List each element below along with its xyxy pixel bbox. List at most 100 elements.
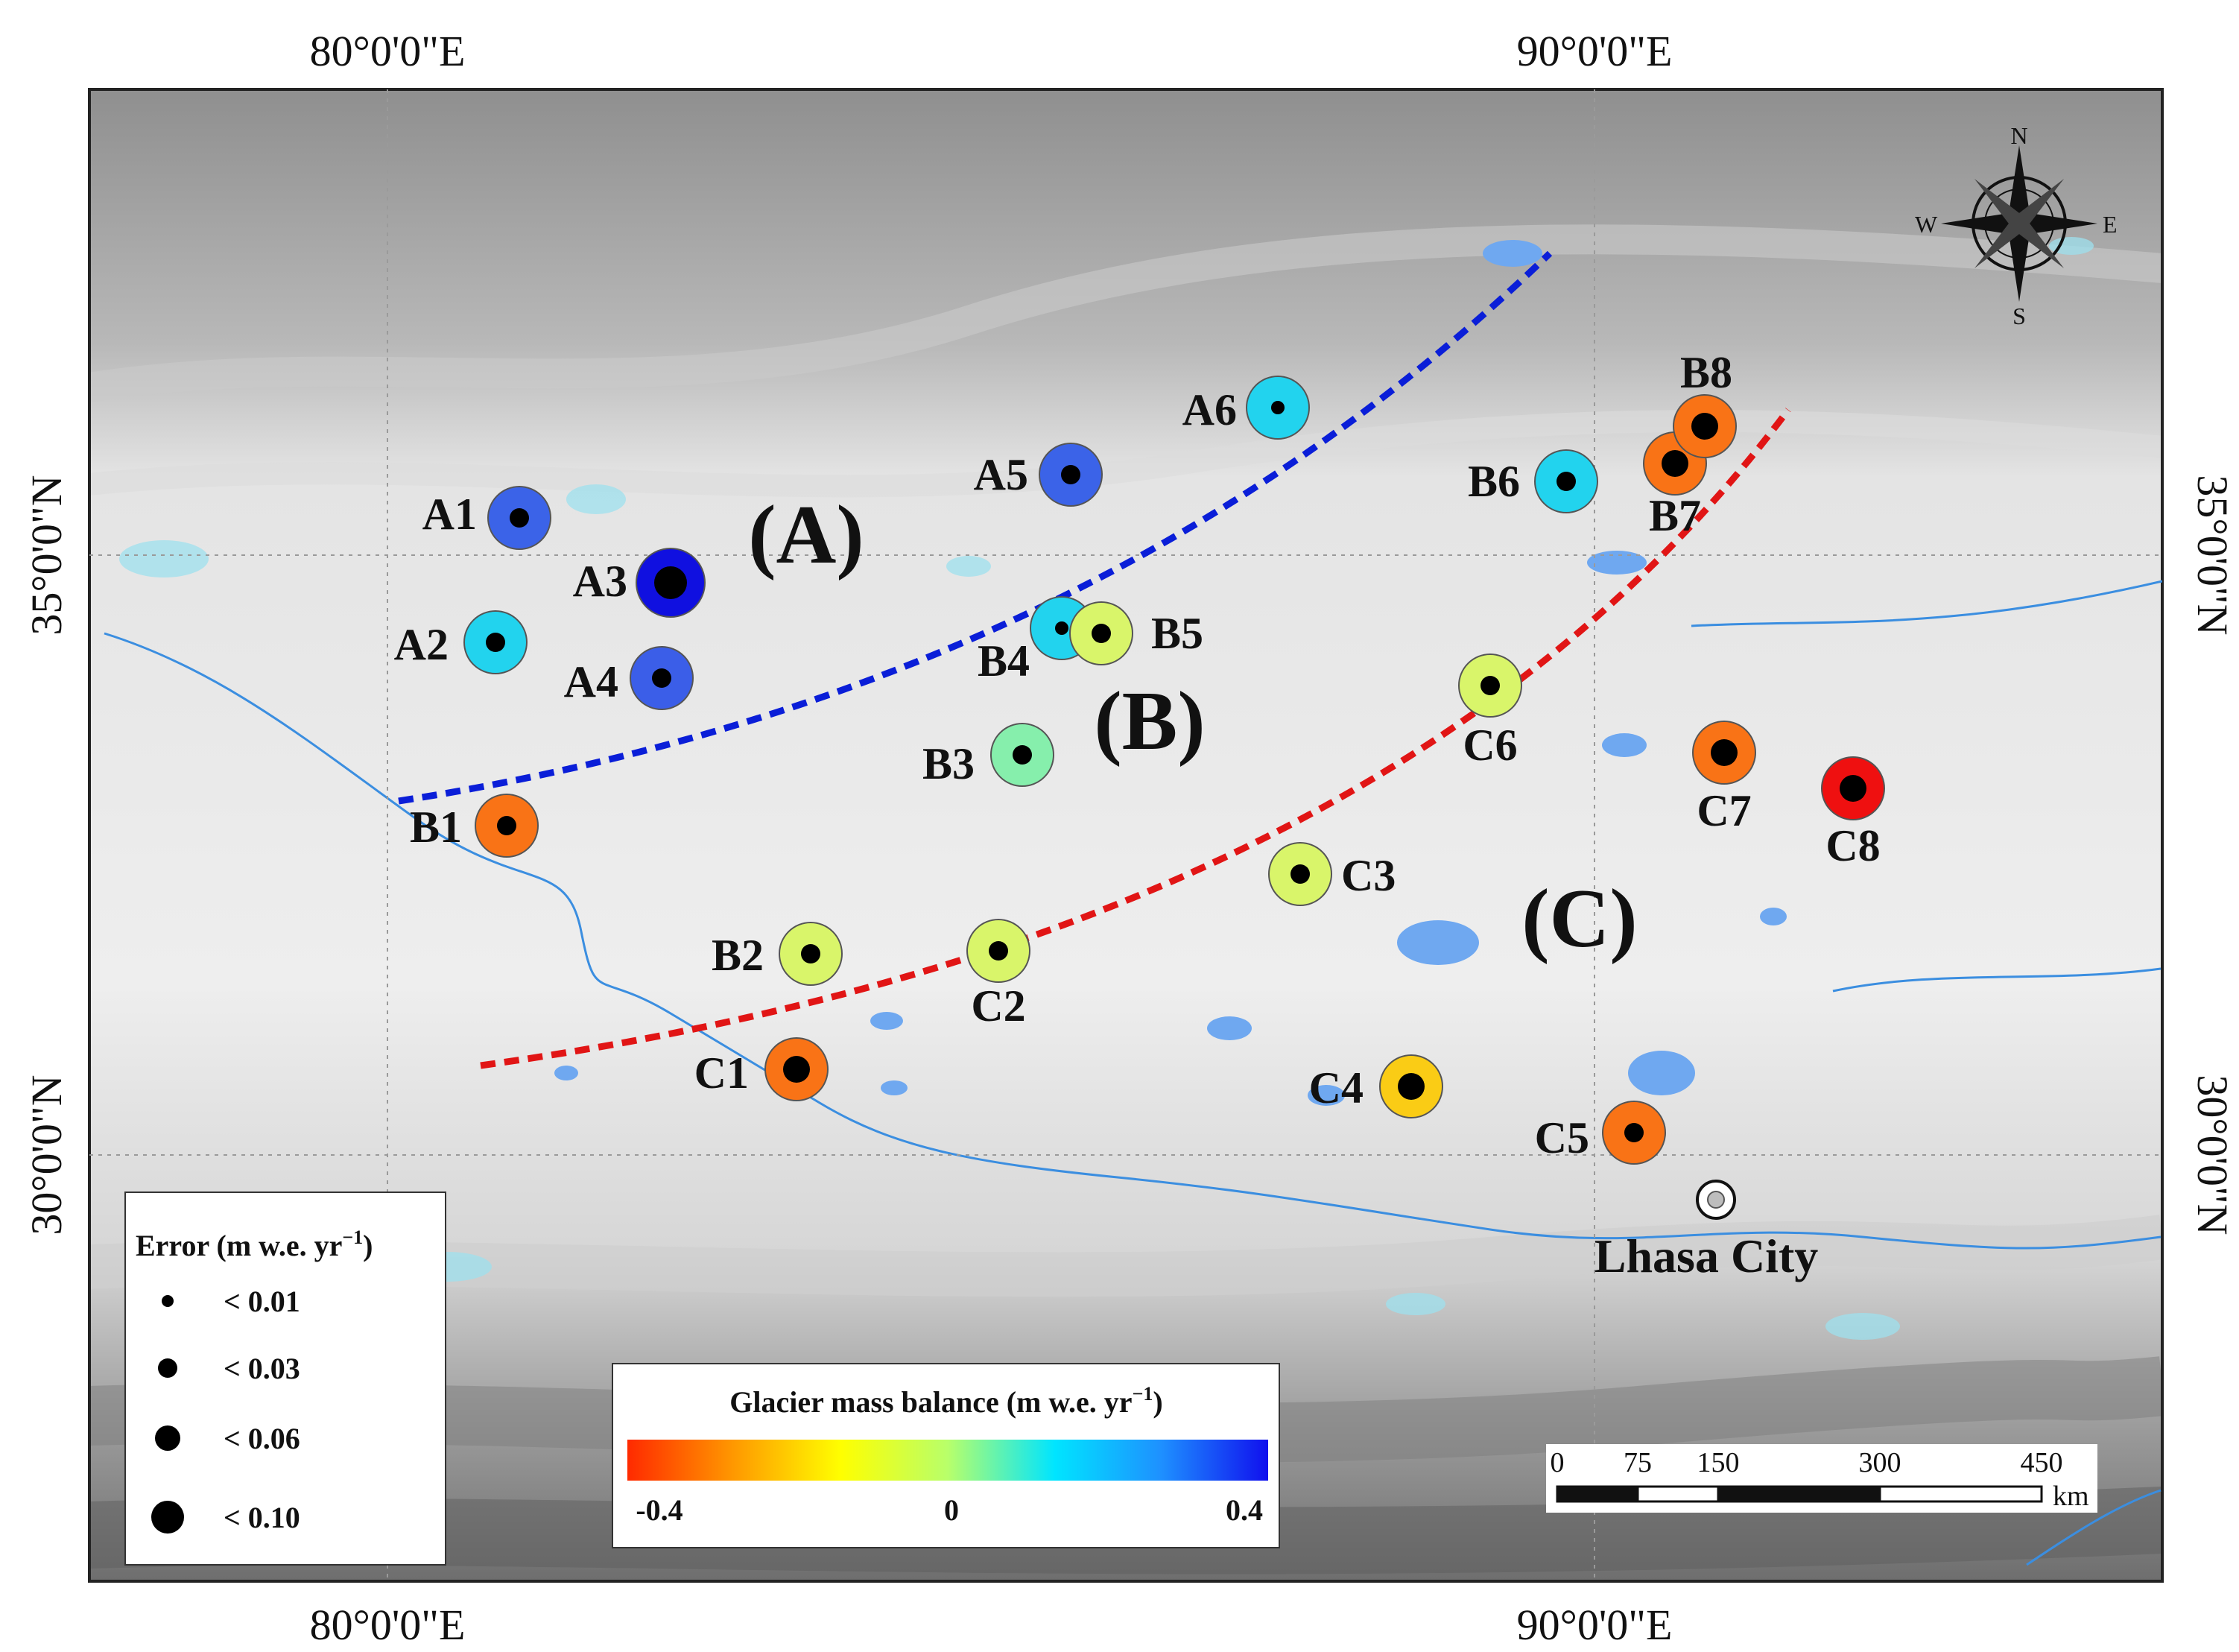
site-label-b4: B4 <box>978 636 1030 686</box>
compass-east: E <box>2103 211 2118 238</box>
site-error-dot-b6 <box>1556 472 1576 491</box>
mass-balance-legend: Glacier mass balance (m w.e. yr−1) -0.4 … <box>612 1363 1280 1548</box>
site-error-dot-c1 <box>783 1056 810 1083</box>
error-legend-dot <box>158 1358 177 1378</box>
site-label-b1: B1 <box>410 803 462 852</box>
mb-legend-title-end: ) <box>1153 1385 1162 1419</box>
scale-bar: 0 75 150 300 450 km <box>1546 1444 2097 1513</box>
site-error-dot-a5 <box>1061 465 1080 484</box>
compass-west: W <box>1915 211 1938 238</box>
city-marker-inner <box>1707 1191 1725 1209</box>
blue-boundary-line <box>398 250 1553 805</box>
site-error-dot-c5 <box>1624 1123 1644 1142</box>
site-error-dot-a6 <box>1271 401 1285 414</box>
site-error-dot-c6 <box>1480 676 1500 695</box>
lhasa-city-marker: Lhasa City <box>1594 1180 1819 1282</box>
hydrography <box>104 240 2162 1566</box>
error-legend-label: < 0.10 <box>224 1501 300 1534</box>
site-label-a5: A5 <box>974 450 1028 499</box>
error-legend-label: < 0.06 <box>224 1422 300 1455</box>
lat-label-left: 30°0'0"N <box>22 1075 71 1235</box>
lon-label-bottom: 80°0'0"E <box>310 1601 466 1648</box>
site-error-dot-b4 <box>1055 621 1068 635</box>
compass-north: N <box>2010 122 2027 149</box>
site-label-b3: B3 <box>922 739 975 788</box>
error-legend-dot <box>151 1501 184 1534</box>
site-label-a4: A4 <box>564 657 618 706</box>
lon-label-top: 80°0'0"E <box>310 27 466 75</box>
site-error-dot-b5 <box>1092 624 1111 643</box>
error-legend-title: Error (m w.e. yr−1) <box>136 1227 373 1262</box>
site-label-c6: C6 <box>1463 721 1517 770</box>
mb-tick-label: 0 <box>944 1493 959 1527</box>
error-legend-dot <box>162 1295 174 1307</box>
region-label-b: (B) <box>1094 675 1205 768</box>
lon-label-bottom: 90°0'0"E <box>1517 1601 1673 1648</box>
lat-label-left: 35°0'0"N <box>22 475 71 635</box>
site-label-c5: C5 <box>1535 1113 1589 1162</box>
river <box>2026 1489 2162 1566</box>
scale-label: 300 <box>1859 1447 1901 1478</box>
site-error-dot-b7 <box>1662 450 1688 477</box>
error-legend-label: < 0.03 <box>224 1352 300 1385</box>
error-legend-label: < 0.01 <box>224 1285 300 1318</box>
site-label-a3: A3 <box>573 557 627 606</box>
scale-label: 150 <box>1697 1447 1740 1478</box>
site-label-b2: B2 <box>712 931 764 980</box>
error-legend: Error (m w.e. yr−1) < 0.01 < 0.03 < 0.06… <box>124 1191 446 1566</box>
site-label-b8: B8 <box>1680 348 1732 397</box>
site-error-dot-a4 <box>652 668 671 688</box>
scale-label: 75 <box>1624 1447 1652 1478</box>
lat-label-right: 30°0'0"N <box>2188 1075 2237 1235</box>
lat-label-right: 35°0'0"N <box>2188 475 2237 635</box>
lakes <box>554 240 1787 1106</box>
site-error-dot-b2 <box>801 944 820 963</box>
site-label-c4: C4 <box>1309 1063 1364 1113</box>
compass-rose[interactable]: N S E W <box>1915 122 2118 329</box>
region-label-a: (A) <box>748 489 864 581</box>
site-error-dot-a2 <box>486 633 505 652</box>
region-labels: (A) (B) (C) <box>748 489 1637 965</box>
river <box>1691 580 2162 627</box>
mb-legend-title-main: Glacier mass balance (m w.e. yr <box>729 1385 1132 1419</box>
city-label: Lhasa City <box>1594 1229 1819 1282</box>
site-error-dot-c4 <box>1398 1073 1425 1100</box>
site-label-a2: A2 <box>394 620 449 669</box>
site-label-c8: C8 <box>1825 821 1880 870</box>
site-label-c3: C3 <box>1341 851 1396 900</box>
mb-tick-label: 0.4 <box>1226 1493 1263 1527</box>
mb-legend-title-sup: −1 <box>1133 1383 1153 1405</box>
scale-segment-black <box>1556 1485 1639 1503</box>
error-legend-box <box>124 1191 446 1566</box>
site-label-c2: C2 <box>971 981 1025 1031</box>
site-markers: A1 A2 A3 A4 A5 A6 B1 B2 B3 B4 B5 B6 B7 B8 C1 C2 C3 C4 C5 C6… <box>394 348 1885 1165</box>
error-legend-title-main: Error (m w.e. yr <box>136 1229 342 1262</box>
error-legend-title-sup: −1 <box>342 1227 363 1248</box>
site-error-dot-b3 <box>1013 745 1032 765</box>
compass-south: S <box>2012 303 2026 329</box>
site-label-c7: C7 <box>1697 786 1751 835</box>
site-label-b5: B5 <box>1151 609 1203 658</box>
scale-segment-white <box>1878 1485 2043 1503</box>
scale-label: 450 <box>2021 1447 2063 1478</box>
site-error-dot-a1 <box>510 508 529 528</box>
scale-label: 0 <box>1551 1447 1565 1478</box>
site-label-a1: A1 <box>422 490 477 539</box>
error-legend-dot <box>155 1425 180 1451</box>
site-label-b6: B6 <box>1468 457 1520 506</box>
scale-segment-black <box>1717 1485 1881 1503</box>
mass-balance-legend-title: Glacier mass balance (m w.e. yr−1) <box>729 1383 1162 1419</box>
site-error-dot-a3 <box>654 566 687 599</box>
river <box>104 632 2162 1250</box>
site-error-dot-b8 <box>1691 413 1718 440</box>
mb-tick-label: -0.4 <box>636 1493 683 1527</box>
map-frame <box>88 88 2164 1583</box>
lon-label-top: 90°0'0"E <box>1517 27 1673 75</box>
site-label-a6: A6 <box>1182 385 1237 434</box>
scale-unit: km <box>2053 1481 2089 1512</box>
scale-segment-white <box>1636 1485 1720 1503</box>
site-label-c1: C1 <box>694 1048 749 1098</box>
site-error-dot-c2 <box>989 941 1008 960</box>
